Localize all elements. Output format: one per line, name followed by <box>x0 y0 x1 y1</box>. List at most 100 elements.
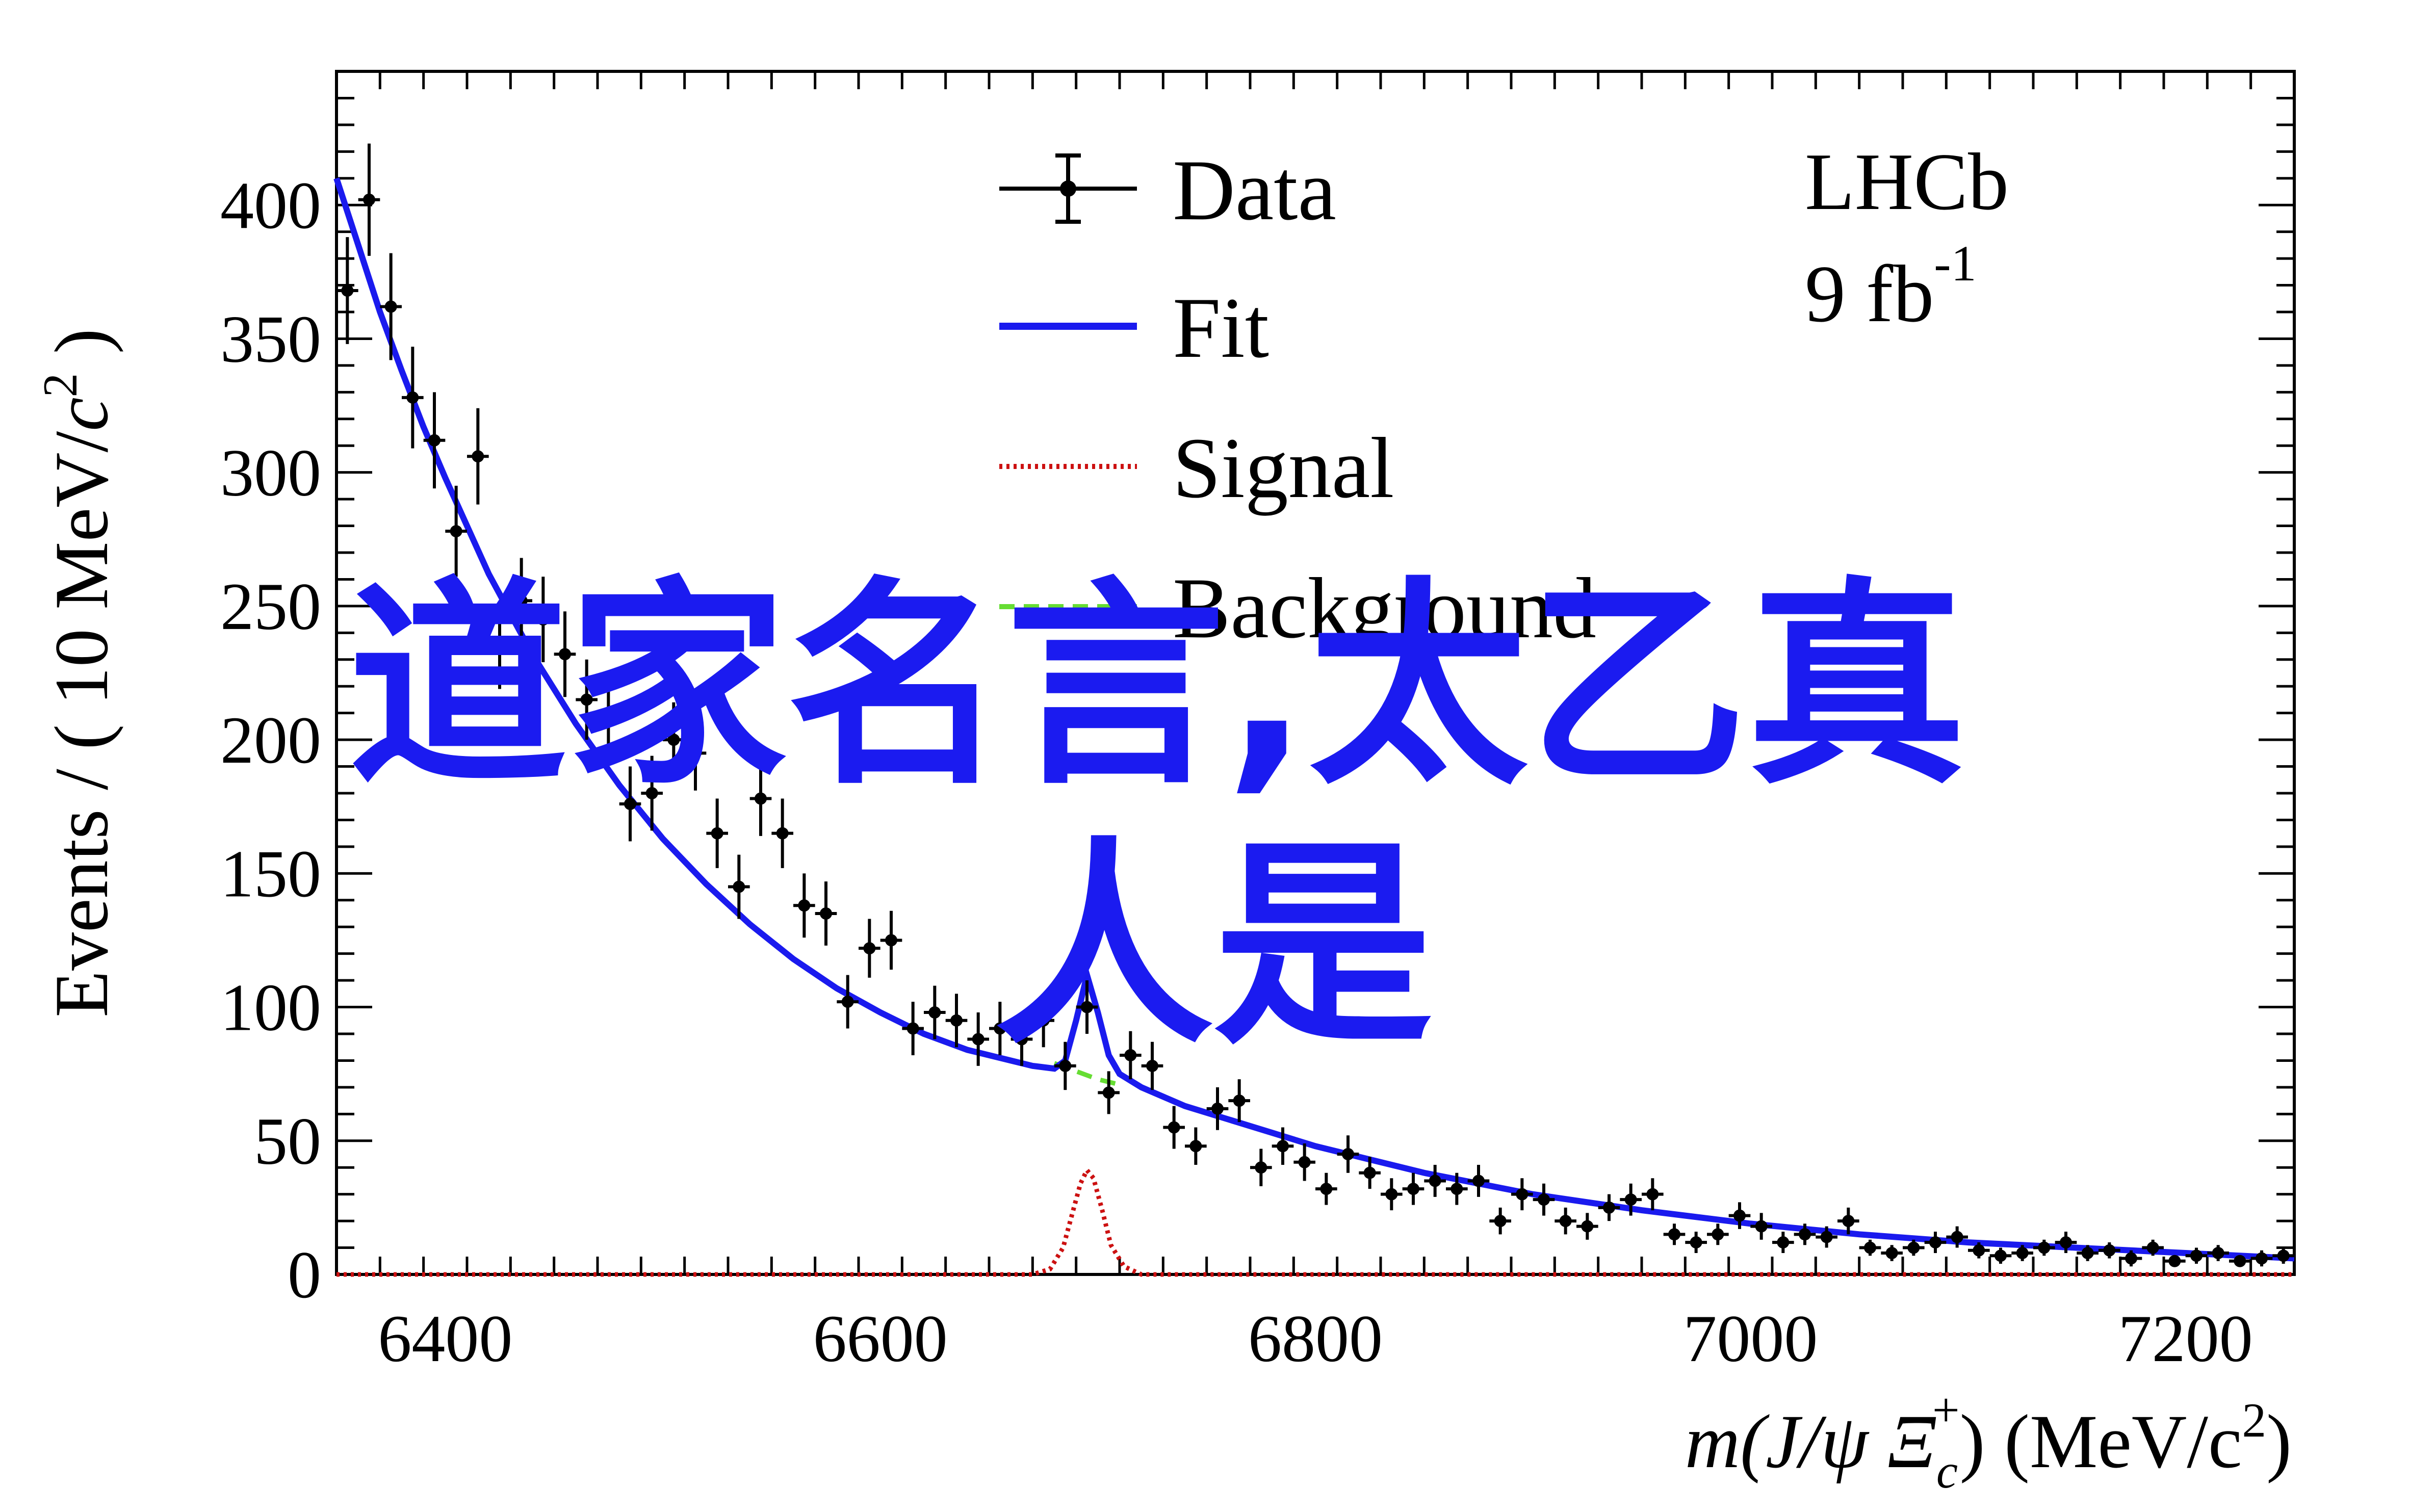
data-point <box>1946 1226 1968 1248</box>
data-point-marker <box>1624 1193 1637 1206</box>
data-point <box>1663 1223 1686 1245</box>
data-point <box>1881 1245 1903 1261</box>
data-point <box>1794 1223 1816 1245</box>
data-point-marker <box>1277 1140 1289 1153</box>
y-tick-label: 0 <box>288 1237 321 1312</box>
data-point <box>2185 1247 2208 1264</box>
data-point <box>1511 1178 1533 1211</box>
y-axis-title-c: c <box>39 397 124 431</box>
data-point <box>402 347 424 449</box>
data-point <box>837 975 859 1029</box>
data-point-marker <box>2168 1255 2181 1267</box>
data-point-marker <box>1320 1183 1333 1195</box>
data-point-marker <box>645 787 658 799</box>
data-point <box>924 985 946 1039</box>
y-tick-label: 400 <box>220 168 321 243</box>
data-point <box>1989 1247 2012 1264</box>
x-axis-title-m: m <box>1685 1399 1740 1484</box>
data-point <box>1011 1012 1033 1066</box>
data-point-marker <box>1994 1249 2007 1262</box>
data-point <box>1315 1172 1337 1205</box>
data-point-marker <box>1799 1228 1811 1241</box>
data-point <box>706 798 728 868</box>
data-point <box>1859 1239 1881 1256</box>
data-point-marker <box>841 996 854 1008</box>
data-point-marker <box>1494 1215 1507 1228</box>
data-point-marker <box>1929 1236 1941 1249</box>
data-point-marker <box>1429 1175 1441 1187</box>
data-point <box>1272 1127 1294 1165</box>
data-point-marker <box>494 640 506 653</box>
data-points <box>336 143 2294 1267</box>
data-point-marker <box>1646 1188 1659 1201</box>
data-point <box>423 392 446 489</box>
data-point <box>2142 1239 2164 1256</box>
data-point-marker <box>776 827 789 840</box>
data-point-marker <box>2016 1247 2029 1260</box>
data-point <box>510 558 532 644</box>
data-point <box>2099 1242 2120 1259</box>
data-point-marker <box>1559 1215 1572 1228</box>
x-axis-title-open: (J/ψ <box>1740 1399 1887 1484</box>
data-point-marker <box>1102 1086 1115 1099</box>
y-axis-title-sup: 2 <box>33 373 87 398</box>
data-point <box>488 603 511 689</box>
data-point <box>1772 1232 1794 1254</box>
legend-entry-background: Background <box>999 560 1596 656</box>
data-point <box>1206 1087 1229 1130</box>
x-axis-title: m(J/ψ Ξc +) (MeV/c2) <box>1685 1383 2292 1498</box>
data-point <box>1337 1135 1359 1173</box>
data-point <box>1728 1202 1751 1229</box>
y-tick-label: 350 <box>220 301 321 376</box>
data-point <box>358 143 380 256</box>
x-axis-title-xi: Ξ <box>1887 1399 1936 1484</box>
data-point-marker <box>885 934 897 947</box>
data-point <box>1424 1164 1446 1197</box>
y-axis-title-close: ) <box>39 328 124 373</box>
data-point-marker <box>1755 1220 1768 1233</box>
legend-entry-signal: Signal <box>999 420 1394 516</box>
data-point <box>1924 1232 1947 1254</box>
data-point <box>554 611 576 697</box>
x-tick-label: 6800 <box>1248 1301 1383 1376</box>
data-point-marker <box>2256 1252 2268 1265</box>
data-point-marker <box>2190 1249 2203 1262</box>
y-axis-title: Events / ( 10 MeV/c2 ) <box>33 328 124 1017</box>
legend-entry-fit: Fit <box>999 280 1269 376</box>
experiment-name: LHCb <box>1805 136 2009 227</box>
data-point <box>1489 1207 1511 1235</box>
legend: Data Fit Signal Background <box>999 142 1596 656</box>
data-point <box>1968 1242 1990 1259</box>
data-point-marker <box>1450 1183 1463 1195</box>
data-point <box>1402 1172 1424 1205</box>
data-point-marker <box>406 391 419 404</box>
data-point <box>1620 1183 1642 1216</box>
data-point-marker <box>1059 1059 1072 1072</box>
data-point <box>619 766 641 842</box>
x-tick-label: 7200 <box>2118 1301 2253 1376</box>
data-point <box>989 1002 1011 1055</box>
data-point-marker <box>384 300 397 313</box>
data-point-marker <box>906 1022 919 1035</box>
data-point-marker <box>1842 1215 1855 1228</box>
data-point-marker <box>341 284 354 297</box>
curve-signal <box>336 1166 2294 1277</box>
data-point <box>859 919 880 978</box>
data-point <box>1685 1232 1707 1254</box>
data-point-marker <box>1146 1059 1158 1072</box>
data-point <box>1293 1143 1315 1181</box>
data-point <box>576 659 598 740</box>
data-point <box>684 715 707 791</box>
data-point-marker <box>1864 1241 1876 1254</box>
data-point <box>1250 1149 1272 1186</box>
data-point <box>1098 1071 1120 1114</box>
data-point-marker <box>1885 1247 1898 1260</box>
data-point-marker <box>1712 1228 1724 1241</box>
y-axis-title-main: Events / ( 10 MeV/ <box>39 431 124 1018</box>
legend-label-signal: Signal <box>1173 420 1394 516</box>
data-point-marker <box>798 899 811 912</box>
legend-entry-data: Data <box>999 142 1336 238</box>
data-point <box>336 237 358 344</box>
experiment-lumi: 9 fb-1 <box>1805 235 1977 339</box>
data-point <box>2207 1245 2229 1261</box>
